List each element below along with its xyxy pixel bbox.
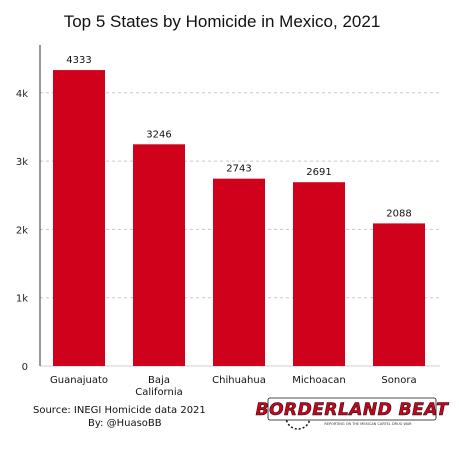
x-tick-label: Michoacan [292,375,345,386]
x-tick-label: Sonora [381,375,416,386]
data-label: 4333 [66,55,91,66]
x-tick-label: Chihuahua [212,375,266,386]
author-line: By: @HuasoBB [88,418,162,429]
y-tick-label: 4k [16,89,28,100]
source-line: Source: INEGI Homicide data 2021 [33,405,206,416]
borderland-beat-logo: BORDERLAND BEAT REPORTING ON THE MEXICAN… [255,397,450,430]
bar [293,182,345,366]
bar [373,223,425,366]
x-tick-label: California [135,387,183,398]
logo-subtext: REPORTING ON THE MEXICAN CARTEL DRUG WAR [324,422,412,426]
y-tick-label: 2k [16,225,28,236]
bar [213,178,265,366]
y-axis-ticks: 0 1k 2k 3k 4k [16,89,28,373]
bar [53,70,105,367]
x-tick-label: Baja [148,375,170,386]
data-label: 3246 [146,129,171,140]
x-tick-label: Guanajuato [50,375,108,386]
data-label: 2691 [306,167,331,178]
y-tick-label: 3k [16,157,28,168]
y-tick-label: 1k [16,294,28,305]
bars [53,70,425,367]
logo-band [267,397,437,421]
data-labels: 4333 3246 2743 2691 2088 [66,55,411,219]
logo-text: BORDERLAND BEAT [256,400,450,420]
data-label: 2743 [226,164,251,175]
data-label: 2088 [386,208,411,219]
y-tick-label: 0 [22,362,28,373]
bar [133,144,185,366]
chart-title: Top 5 States by Homicide in Mexico, 2021 [64,12,381,31]
